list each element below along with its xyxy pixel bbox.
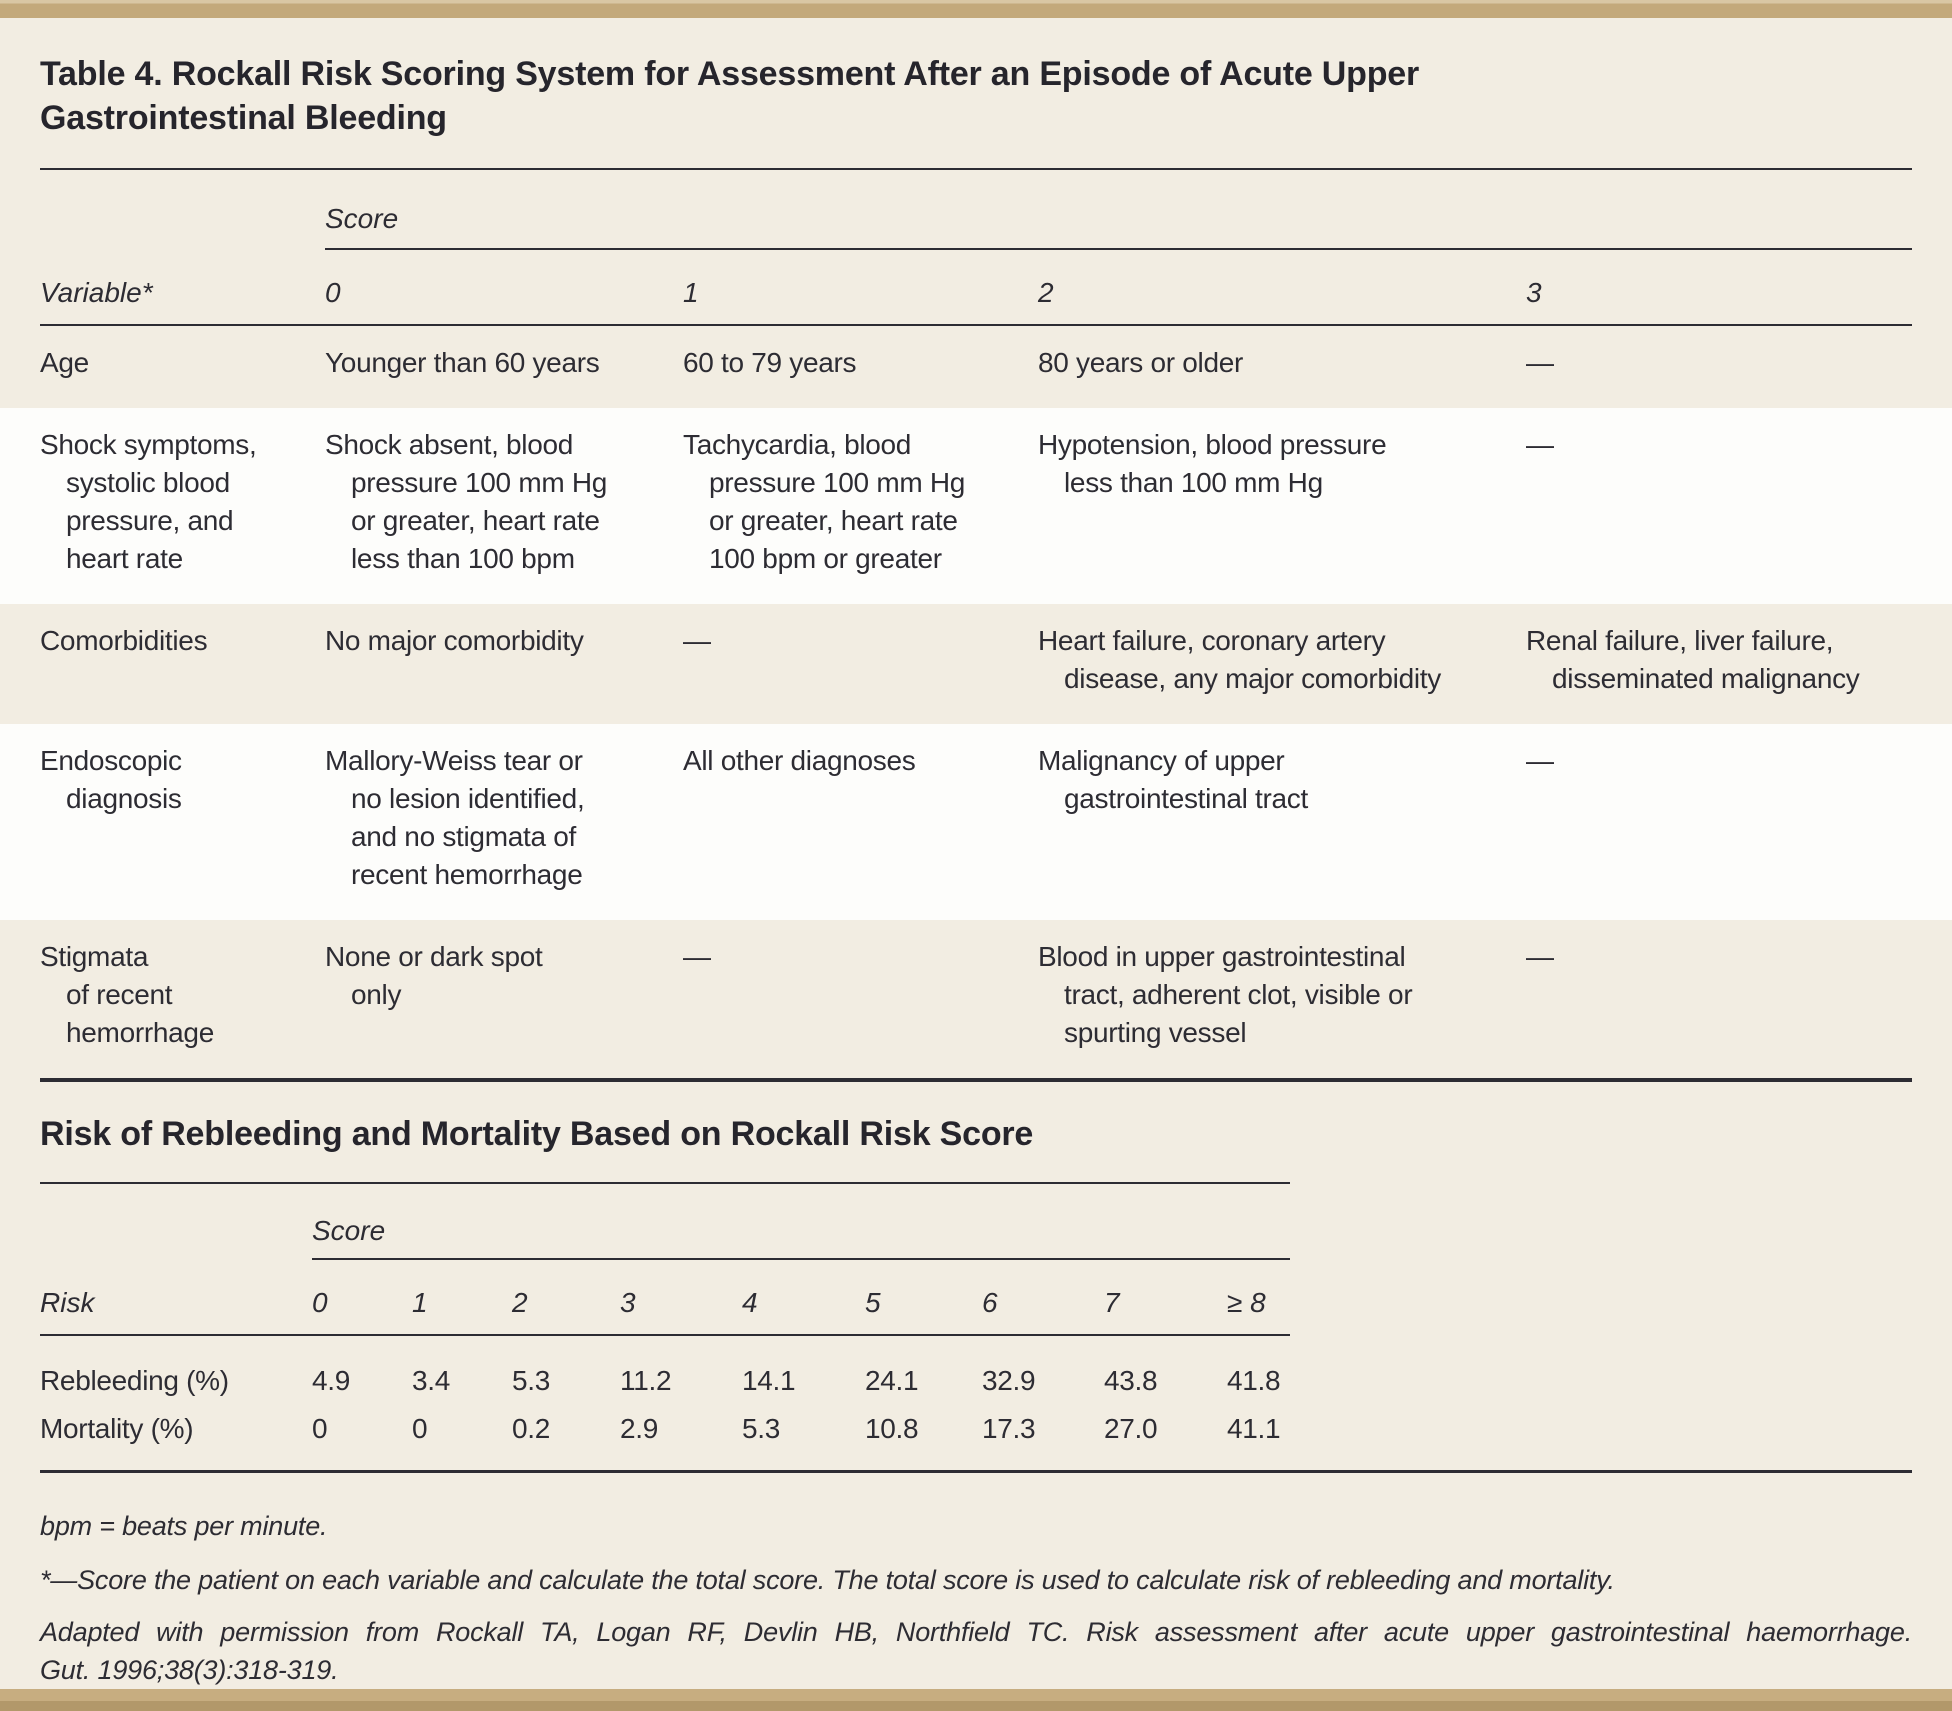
risk-score-header-3: 3	[620, 1287, 636, 1318]
score-2-cell: Malignancy of upper gastrointestinal tra…	[1038, 745, 1308, 814]
row-label: Mortality (%)	[40, 1413, 194, 1444]
risk-table: Score Risk 0 1 2 3 4 5 6 7 ≥ 8 Rebleedin…	[40, 1184, 1290, 1446]
score-3-cell: —	[1526, 347, 1554, 378]
variable-cell: Age	[40, 347, 89, 378]
risk-score-header-6: 6	[982, 1287, 998, 1318]
score-3-cell: —	[1526, 745, 1554, 776]
risk-table-section: Risk of Rebleeding and Mortality Based o…	[0, 1112, 1952, 1473]
score-2-cell: Hypotension, blood pressure less than 10…	[1038, 429, 1387, 498]
score-1-cell: Tachycardia, blood pressure 100 mm Hg or…	[683, 429, 966, 574]
score-column-header-0: 0	[325, 277, 341, 308]
mortality-row: Mortality (%) 0 0 0.2 2.9 5.3 10.8 17.3 …	[40, 1398, 1290, 1446]
bottom-accent-bar	[0, 1689, 1952, 1711]
risk-score-header-1: 1	[412, 1287, 428, 1318]
section-divider-rule	[40, 1078, 1912, 1082]
value-8: 41.1	[1227, 1413, 1281, 1444]
rebleeding-row: Rebleeding (%) 4.9 3.4 5.3 11.2 14.1 24.…	[40, 1336, 1290, 1398]
risk-table-header-row: Risk 0 1 2 3 4 5 6 7 ≥ 8	[40, 1260, 1290, 1336]
risk-score-group-bar: Score	[312, 1184, 1290, 1260]
score-1-cell: —	[683, 625, 711, 656]
score-2-cell: 80 years or older	[1038, 347, 1244, 378]
value-2: 0.2	[512, 1413, 551, 1444]
score-2-cell: Blood in upper gastrointestinal tract, a…	[1038, 941, 1413, 1048]
value-1: 3.4	[412, 1365, 451, 1396]
table-title: Table 4. Rockall Risk Scoring System for…	[40, 55, 1420, 137]
variable-cell: Shock symptoms, systolic blood pressure,…	[40, 429, 257, 574]
score-1-cell: All other diagnoses	[683, 745, 916, 776]
value-5: 10.8	[865, 1413, 919, 1444]
table-row-comorbidities: Comorbidities No major comorbidity — Hea…	[0, 604, 1952, 724]
title-rule	[40, 168, 1912, 170]
risk-score-header-8: ≥ 8	[1227, 1287, 1266, 1318]
score-2-cell: Heart failure, coronary artery disease, …	[1038, 625, 1441, 694]
score-0-cell: No major comorbidity	[325, 625, 584, 656]
risk-section-heading: Risk of Rebleeding and Mortality Based o…	[40, 1115, 1034, 1153]
score-column-header-1: 1	[683, 277, 699, 308]
attribution-note-line2: Gut. 1996;38(3):318-319.	[40, 1655, 339, 1685]
risk-score-group-header: Score	[312, 1215, 386, 1246]
value-3: 2.9	[620, 1413, 659, 1444]
risk-heading-rule	[40, 1182, 1290, 1184]
risk-score-header-0: 0	[312, 1287, 328, 1318]
value-5: 24.1	[865, 1365, 919, 1396]
value-7: 27.0	[1104, 1413, 1158, 1444]
rockall-scoring-table: Score Variable* 0 1 2 3 Age Younger than…	[0, 170, 1952, 1082]
score-0-cell: None or dark spot only	[325, 941, 543, 1010]
variable-cell: Endoscopic diagnosis	[40, 745, 182, 814]
table-row-age: Age Younger than 60 years 60 to 79 years…	[0, 326, 1952, 408]
table-closing-rule	[40, 1470, 1912, 1473]
score-0-cell: Mallory-Weiss tear or no lesion identifi…	[325, 745, 585, 890]
score-1-cell: —	[683, 941, 711, 972]
row-label: Rebleeding (%)	[40, 1365, 229, 1396]
table-row-endoscopic-diagnosis: Endoscopic diagnosis Mallory-Weiss tear …	[0, 724, 1952, 920]
score-0-cell: Shock absent, blood pressure 100 mm Hg o…	[325, 429, 608, 574]
score-1-cell: 60 to 79 years	[683, 347, 857, 378]
attribution-note-line1: Adapted with permission from Rockall TA,…	[40, 1617, 1912, 1647]
value-6: 32.9	[982, 1365, 1036, 1396]
score-3-cell: —	[1526, 429, 1554, 460]
risk-score-header-7: 7	[1104, 1287, 1120, 1318]
score-group-bar: Score	[325, 170, 1912, 250]
score-group-header: Score	[325, 203, 399, 234]
table-row-shock: Shock symptoms, systolic blood pressure,…	[0, 408, 1952, 604]
value-3: 11.2	[620, 1365, 672, 1396]
value-6: 17.3	[982, 1413, 1036, 1444]
risk-score-header-4: 4	[742, 1287, 758, 1318]
variable-column-header: Variable*	[40, 277, 153, 308]
score-0-cell: Younger than 60 years	[325, 347, 600, 378]
asterisk-note: *—Score the patient on each variable and…	[40, 1565, 1615, 1595]
abbreviation-note: bpm = beats per minute.	[40, 1511, 328, 1541]
value-0: 4.9	[312, 1365, 351, 1396]
value-4: 14.1	[742, 1365, 796, 1396]
score-3-cell: —	[1526, 941, 1554, 972]
value-0: 0	[312, 1413, 328, 1444]
top-accent-bar	[0, 0, 1952, 18]
table-row-stigmata: Stigmata of recent hemorrhage None or da…	[0, 920, 1952, 1078]
score-column-header-2: 2	[1038, 277, 1054, 308]
value-4: 5.3	[742, 1413, 781, 1444]
value-7: 43.8	[1104, 1365, 1158, 1396]
risk-score-header-2: 2	[512, 1287, 528, 1318]
score-3-cell: Renal failure, liver failure, disseminat…	[1526, 625, 1860, 694]
footnotes: bpm = beats per minute. *—Score the pati…	[40, 1507, 1912, 1689]
scoring-table-header-row: Variable* 0 1 2 3	[40, 250, 1912, 326]
score-column-header-3: 3	[1526, 277, 1542, 308]
variable-cell: Comorbidities	[40, 625, 208, 656]
variable-cell: Stigmata of recent hemorrhage	[40, 941, 214, 1048]
value-8: 41.8	[1227, 1365, 1281, 1396]
value-2: 5.3	[512, 1365, 551, 1396]
value-1: 0	[412, 1413, 428, 1444]
risk-column-header: Risk	[40, 1287, 95, 1318]
risk-score-header-5: 5	[865, 1287, 881, 1318]
